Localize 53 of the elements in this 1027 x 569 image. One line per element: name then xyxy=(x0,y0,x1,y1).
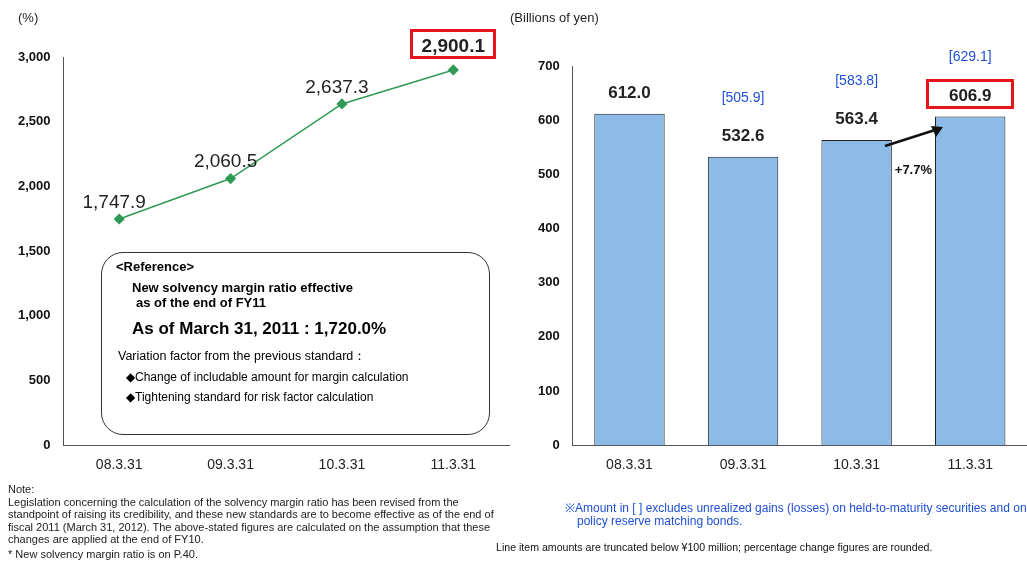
y-tick-label: 0 xyxy=(43,436,51,452)
x-tick-label: 09.3.31 xyxy=(719,456,767,473)
text: [629.1] xyxy=(947,48,993,65)
y-axis-title: (Billions of yen) xyxy=(510,10,599,26)
y-tick-label: 300 xyxy=(537,274,560,290)
x-tick-label: 11.3.31 xyxy=(947,456,994,473)
data-label: 2,060.5 xyxy=(193,150,258,172)
y-tick-label: 0 xyxy=(552,436,560,452)
point xyxy=(113,213,125,225)
annotation: Variation factor from the previous standard： xyxy=(118,348,368,365)
y-tick-label: 700 xyxy=(537,57,560,73)
annotation: +7.7% xyxy=(893,161,934,177)
y-tick-label: 500 xyxy=(28,372,51,388)
text: * New solvency margin ratio is on P.40. xyxy=(8,547,198,560)
x-tick-label: 09.3.31 xyxy=(207,456,255,473)
text: Note: xyxy=(8,483,36,496)
annotation: As of March 31, 2011 : 1,720.0% xyxy=(132,319,388,339)
annotation: [583.8] xyxy=(834,71,880,88)
annotation: New solvency margin ratio effective xyxy=(132,280,355,295)
y-tick-label: 1,000 xyxy=(17,307,51,323)
annotation: as of the end of FY11 xyxy=(136,295,268,310)
data-label: 612.0 xyxy=(608,82,651,102)
text: Legislation concerning the calculation of the solvency margin ratio has been revised from the standpoint of raising its credibility, and these new standards are to become effective as of the end of fiscal 2011 (March 31, 2012). The above-stated figures are calculated on the assumption that these changes are applied at the end of FY10. xyxy=(8,495,494,545)
text: Line item amounts are truncated below ¥100 million; percentage change figures are rounded. xyxy=(496,541,934,554)
data-label: 606.9 xyxy=(948,85,992,105)
data-label: 563.4 xyxy=(835,109,879,129)
y-tick-label: 400 xyxy=(537,220,560,236)
y-tick-label: 100 xyxy=(537,382,560,398)
y-tick-label: 600 xyxy=(537,111,560,127)
point xyxy=(225,173,236,184)
point xyxy=(336,98,348,110)
text: ※Amount in [ ] excludes unrealized gains (losses) on held-to-maturity securities and on policy reserve matching bonds. xyxy=(565,501,1027,528)
y-tick-label: 500 xyxy=(537,165,560,181)
data-label: 2,637.3 xyxy=(305,75,369,97)
x-tick-label: 08.3.31 xyxy=(606,456,654,473)
point xyxy=(448,64,459,76)
annotation: ◆Tightening standard for risk factor calculation xyxy=(126,390,375,404)
data-label: 2,900.1 xyxy=(421,34,486,56)
y-tick-label: 1,500 xyxy=(17,242,51,258)
annotation: [505.9] xyxy=(720,88,766,105)
x-tick-label: 10.3.31 xyxy=(833,456,881,473)
annotation: ◆Change of includable amount for margin calculation xyxy=(126,370,410,384)
y-tick-label: 200 xyxy=(537,328,560,344)
y-tick-label: 2,000 xyxy=(17,177,51,193)
data-label: 532.6 xyxy=(721,125,765,145)
x-tick-label: 08.3.31 xyxy=(95,456,143,473)
y-tick-label: 3,000 xyxy=(17,48,51,64)
data-label: 1,747.9 xyxy=(82,190,146,212)
x-tick-label: 11.3.31 xyxy=(430,456,477,473)
y-axis-title: (%) xyxy=(18,10,39,26)
x-tick-label: 10.3.31 xyxy=(318,456,366,473)
y-tick-label: 2,500 xyxy=(17,113,51,129)
annotation: <Reference> xyxy=(116,259,196,274)
